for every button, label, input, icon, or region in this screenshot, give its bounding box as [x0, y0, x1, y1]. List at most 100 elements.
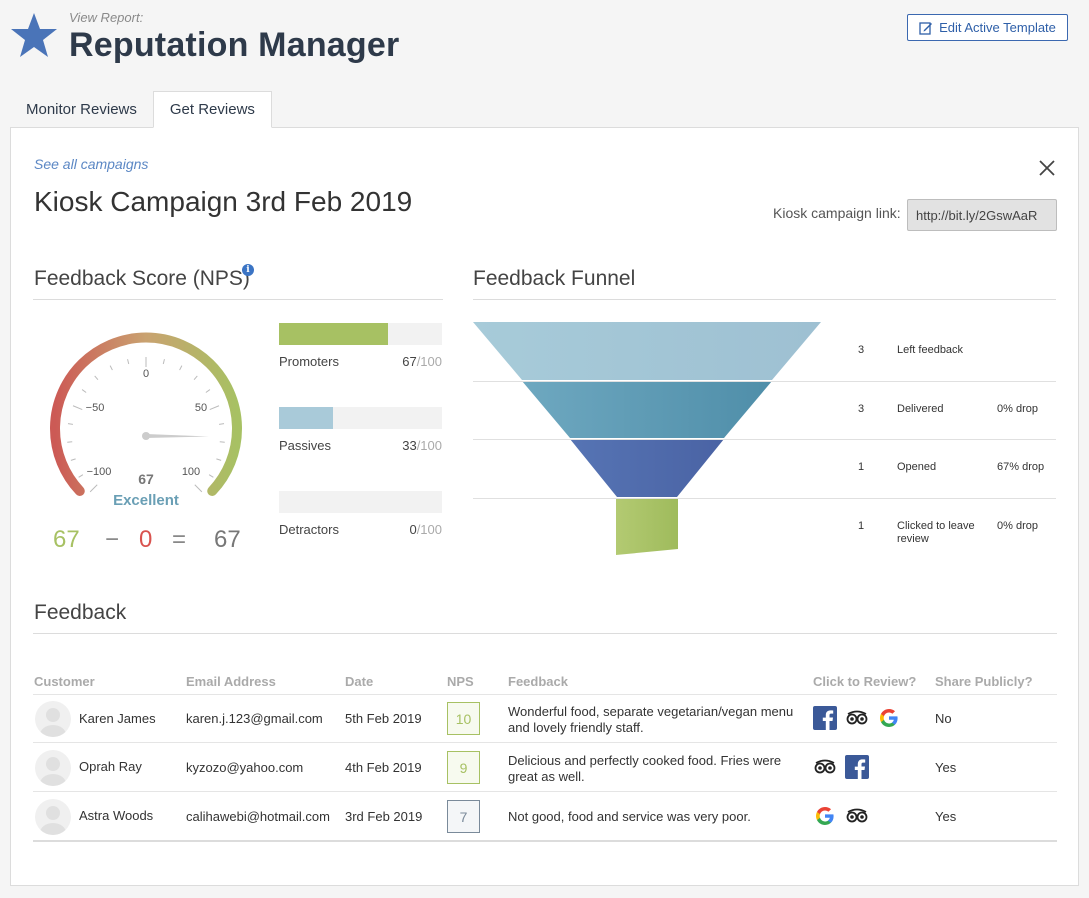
kiosk-link-field[interactable]: [907, 199, 1057, 231]
gauge-tick-mark: [162, 359, 165, 365]
avatar: [35, 701, 71, 737]
customer-email[interactable]: kyzozo@yahoo.com: [186, 760, 304, 775]
passives-track: [279, 407, 442, 429]
gauge-tick-mark: [81, 389, 87, 393]
funnel-count-opened: 1: [857, 461, 865, 473]
feedback-text: Delicious and perfectly cooked food. Fri…: [508, 753, 782, 784]
funnel-stage-left-feedback: [473, 322, 821, 380]
column-header-feedback[interactable]: Feedback: [508, 674, 568, 689]
customer-name: Karen James: [79, 711, 156, 726]
gauge-ticks: [67, 357, 225, 493]
table-header-divider: [33, 694, 1057, 695]
see-all-campaigns-link[interactable]: See all campaigns: [34, 156, 149, 172]
star-logo-icon: [11, 13, 57, 57]
gauge-tick-50: 50: [195, 402, 207, 414]
nps-section-title: Feedback Score (NPS): [34, 267, 250, 290]
gauge-tick-mark: [216, 458, 222, 461]
feedback-date: 4th Feb 2019: [345, 760, 422, 775]
detractors-label: Detractors: [279, 522, 339, 537]
avatar: [35, 799, 71, 835]
funnel-divider-3: [473, 498, 1056, 499]
facebook-icon[interactable]: [845, 755, 869, 779]
gauge-rating: Excellent: [113, 492, 179, 509]
funnel-count-delivered: 3: [857, 403, 865, 415]
view-report-label: View Report:: [69, 10, 144, 25]
gauge-tick-mark: [208, 474, 214, 478]
tripadvisor-icon[interactable]: [845, 706, 869, 730]
gauge-tick-mark: [72, 405, 83, 411]
detractors-max: /100: [416, 522, 442, 537]
nps-score-badge: 7: [447, 800, 480, 833]
share-publicly-value: No: [935, 711, 952, 726]
gauge-tick-minus-100: −100: [87, 466, 112, 478]
nps-section-divider: [33, 299, 443, 300]
close-icon[interactable]: [1037, 158, 1057, 178]
page-title: Reputation Manager: [69, 26, 400, 64]
equation-detractors: 0: [139, 526, 153, 553]
passives-bar: Passives 33/100: [279, 407, 442, 453]
google-icon[interactable]: [813, 804, 837, 828]
customer-email[interactable]: calihawebi@hotmail.com: [186, 809, 330, 824]
gauge-tick-mark: [219, 423, 225, 425]
gauge-arc: [50, 332, 242, 496]
equation-result: 67: [214, 526, 241, 553]
detractors-score: 0: [409, 522, 417, 537]
funnel-section-title: Feedback Funnel: [473, 267, 636, 290]
promoters-track: [279, 323, 442, 345]
column-header-share-publicly[interactable]: Share Publicly?: [935, 674, 1033, 689]
column-header-customer[interactable]: Customer: [34, 674, 95, 689]
column-header-nps[interactable]: NPS: [447, 674, 474, 689]
info-icon[interactable]: i: [242, 264, 254, 276]
passives-score: 33: [402, 438, 417, 453]
feedback-funnel: [473, 322, 821, 555]
edit-active-template-button[interactable]: Edit Active Template: [907, 14, 1068, 41]
tab-bar: Monitor Reviews Get Reviews: [10, 91, 272, 128]
promoters-score: 67: [402, 354, 417, 369]
gauge-tick-mark: [193, 375, 198, 381]
funnel-drop-delivered: 0% drop: [997, 403, 1038, 415]
detractors-bar: Detractors 0/100: [279, 491, 442, 537]
gauge-tick-mark: [179, 365, 183, 371]
share-publicly-value: Yes: [935, 809, 957, 824]
campaign-title: Kiosk Campaign 3rd Feb 2019: [34, 186, 413, 217]
funnel-label-clicked: Clicked to leave review: [897, 520, 975, 545]
funnel-drop-opened: 67% drop: [997, 461, 1045, 473]
nps-score-badge: 10: [447, 702, 480, 735]
column-header-email[interactable]: Email Address: [186, 674, 276, 689]
funnel-drop-clicked: 0% drop: [997, 520, 1038, 532]
customer-email[interactable]: karen.j.123@gmail.com: [186, 711, 323, 726]
column-header-date[interactable]: Date: [345, 674, 374, 689]
feedback-date: 5th Feb 2019: [345, 711, 422, 726]
tripadvisor-icon[interactable]: [845, 804, 869, 828]
funnel-count-left-feedback: 3: [857, 344, 865, 356]
funnel-divider-2: [473, 439, 1056, 440]
row-divider: [33, 791, 1057, 792]
equation-equals: =: [172, 526, 187, 553]
google-icon[interactable]: [877, 706, 901, 730]
passives-max: /100: [416, 438, 442, 453]
funnel-stage-opened: [570, 439, 724, 497]
funnel-label-left-feedback: Left feedback: [897, 344, 964, 356]
promoters-fill: [279, 323, 389, 345]
row-divider: [33, 742, 1057, 743]
gauge-tick-0: 0: [143, 368, 149, 380]
feedback-section-title: Feedback: [34, 601, 127, 624]
promoters-max: /100: [416, 354, 442, 369]
facebook-icon[interactable]: [813, 706, 837, 730]
table-bottom-divider: [33, 840, 1057, 842]
feedback-text: Not good, food and service was very poor…: [508, 809, 751, 824]
funnel-label-delivered: Delivered: [897, 403, 944, 415]
tab-monitor-reviews[interactable]: Monitor Reviews: [26, 101, 137, 118]
tab-get-reviews[interactable]: Get Reviews: [152, 91, 272, 128]
funnel-stage-clicked: [616, 498, 678, 555]
funnel-label-opened: Opened: [897, 461, 937, 473]
promoters-bar: Promoters 67/100: [279, 323, 442, 369]
gauge-tick-minus-50: −50: [86, 402, 105, 414]
nps-score-badge: 9: [447, 751, 480, 784]
kiosk-link-label: Kiosk campaign link:: [773, 205, 901, 221]
tripadvisor-icon[interactable]: [813, 755, 837, 779]
passives-fill: [279, 407, 333, 429]
nps-gauge: 0 −50 50 −100 100 67 Excellent: [50, 332, 242, 509]
gauge-tick-mark: [70, 458, 76, 461]
column-header-click-to-review[interactable]: Click to Review?: [813, 674, 917, 689]
